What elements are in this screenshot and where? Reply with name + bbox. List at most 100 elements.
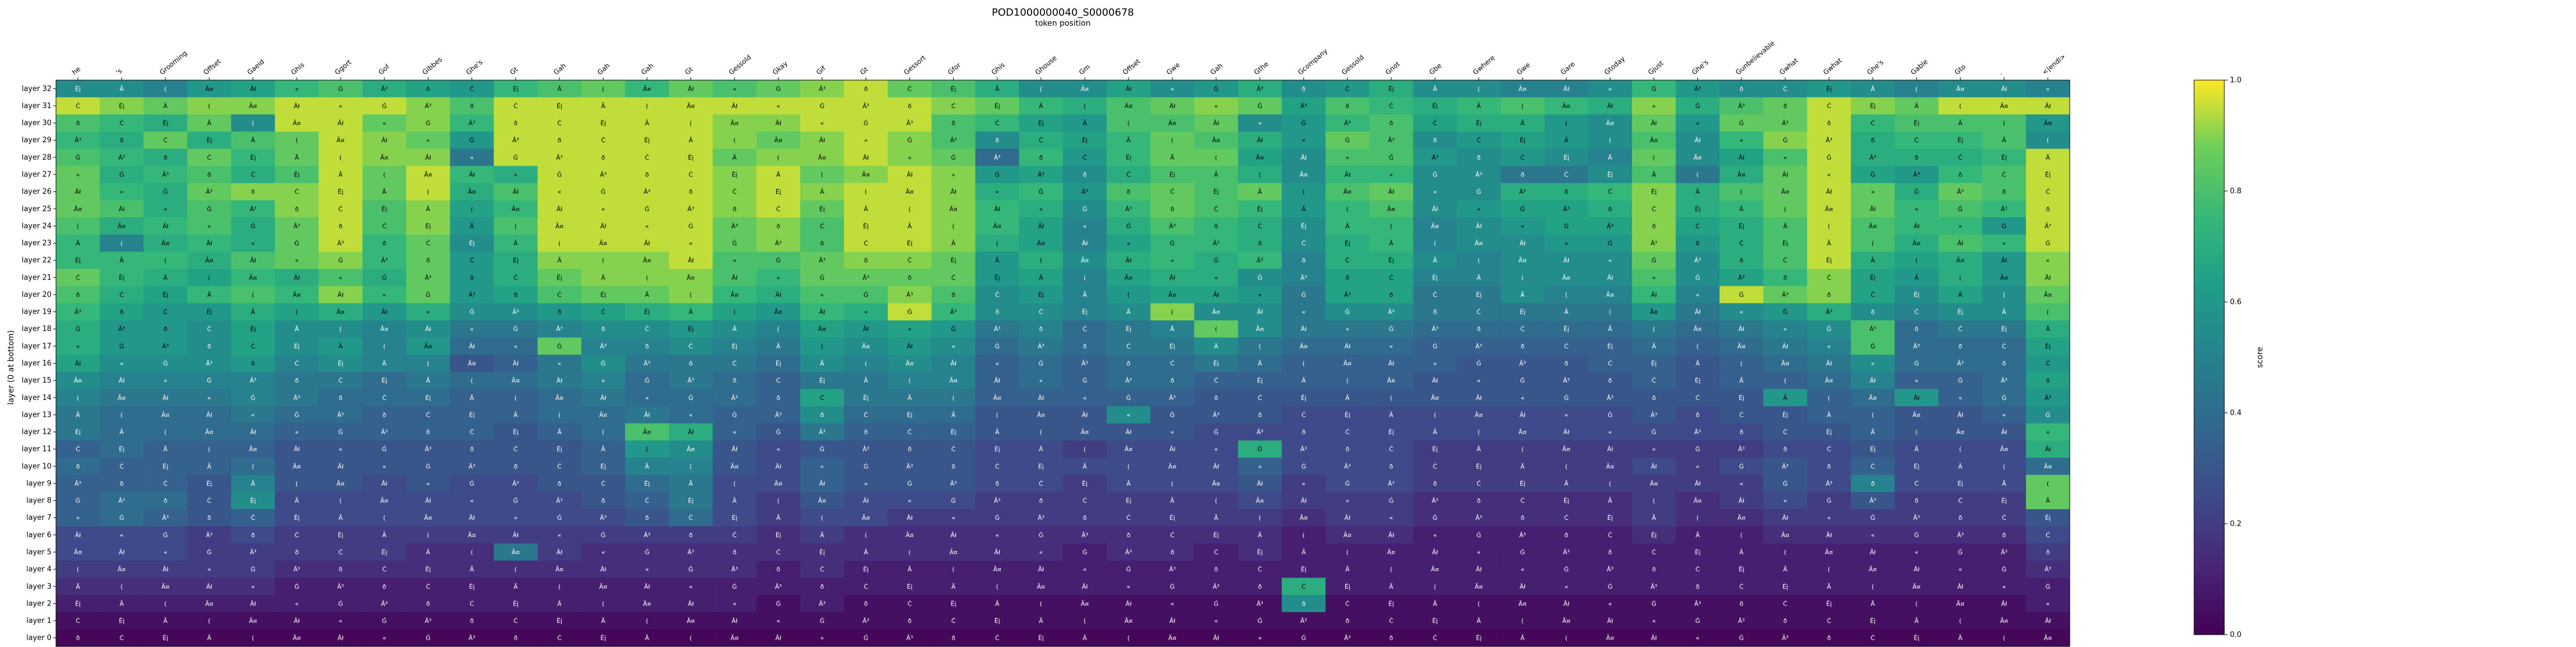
heatmap-cell bbox=[2026, 97, 2070, 115]
cell-label: Ġ bbox=[1695, 446, 1700, 453]
cell-label: Ëį bbox=[1826, 257, 1832, 264]
cell-label: Ã¤ bbox=[2000, 617, 2008, 625]
heatmap-cell bbox=[56, 80, 100, 98]
cell-label: Ã bbox=[1258, 360, 1262, 367]
heatmap-cell bbox=[1807, 560, 1851, 578]
heatmap-cell bbox=[1107, 560, 1151, 578]
heatmap-cell bbox=[931, 337, 976, 355]
cell-label: Ã bbox=[76, 583, 80, 590]
heatmap-cell bbox=[1807, 629, 1851, 647]
cell-label: ( bbox=[1915, 85, 1917, 92]
cell-label: ( bbox=[689, 635, 692, 642]
heatmap-cell bbox=[143, 389, 188, 407]
heatmap-cell bbox=[756, 183, 801, 201]
heatmap-cell bbox=[844, 526, 888, 544]
cell-label: Â³ bbox=[293, 222, 300, 230]
heatmap-cell bbox=[100, 252, 144, 269]
x-tick-label: Gt bbox=[508, 65, 520, 76]
cell-label: ( bbox=[1609, 137, 1611, 144]
heatmap-cell bbox=[1369, 234, 1413, 252]
cell-label: Ëį bbox=[1345, 583, 1350, 590]
cell-label: Âł bbox=[119, 377, 125, 384]
heatmap-cell bbox=[888, 303, 932, 321]
heatmap-cell bbox=[1632, 183, 1676, 201]
cell-label: Â³ bbox=[600, 343, 606, 350]
cell-label: Ëį bbox=[995, 617, 1000, 625]
heatmap-cell bbox=[2026, 578, 2070, 595]
cell-label: Â³ bbox=[1432, 325, 1439, 333]
cell-label: Ġ bbox=[1301, 120, 1306, 127]
cell-label: Ã bbox=[1564, 480, 1569, 487]
heatmap-cell bbox=[756, 423, 801, 441]
heatmap-cell bbox=[931, 114, 976, 132]
x-tick-label: Gwe bbox=[1515, 61, 1532, 77]
cell-label: Â³ bbox=[1695, 257, 1701, 264]
cell-label: Âł bbox=[994, 549, 1001, 556]
heatmap-cell bbox=[143, 286, 188, 304]
cell-label: ( bbox=[1653, 154, 1655, 161]
cell-label: Â³ bbox=[600, 514, 606, 522]
heatmap-cell bbox=[1281, 474, 1326, 492]
cell-label: ð bbox=[1827, 291, 1831, 299]
heatmap-cell bbox=[844, 337, 888, 355]
heatmap-cell bbox=[187, 612, 232, 630]
cell-label: Ġ bbox=[601, 188, 606, 196]
heatmap-cell bbox=[1457, 371, 1501, 389]
heatmap-cell bbox=[1150, 80, 1195, 98]
heatmap-cell bbox=[1982, 612, 2027, 630]
cell-label: Ëį bbox=[1564, 325, 1569, 333]
heatmap-cell bbox=[1500, 234, 1545, 252]
heatmap-cell bbox=[537, 114, 582, 132]
cell-label: Ëį bbox=[951, 429, 956, 436]
heatmap-cell bbox=[56, 269, 100, 287]
cell-label: Ċ bbox=[295, 360, 299, 367]
heatmap-cell bbox=[1281, 629, 1326, 647]
heatmap-cell bbox=[231, 474, 276, 492]
cell-label: Ëį bbox=[1476, 291, 1482, 299]
cell-label: Ã bbox=[1783, 566, 1788, 573]
x-tick-label: Gah bbox=[552, 62, 568, 76]
cell-label: Âł bbox=[644, 411, 651, 418]
cell-label: ( bbox=[1828, 566, 1830, 573]
heatmap-cell bbox=[1238, 612, 1282, 630]
cell-label: ð bbox=[514, 291, 517, 299]
cell-label: Ċ bbox=[426, 240, 431, 247]
cell-label: Ġ bbox=[557, 514, 562, 522]
cell-label: Â³ bbox=[1957, 188, 1964, 196]
heatmap-cell bbox=[1894, 217, 1939, 235]
heatmap-cell bbox=[187, 406, 232, 424]
cell-label: ð bbox=[295, 377, 299, 384]
heatmap-cell bbox=[1676, 440, 1720, 458]
heatmap-cell bbox=[1851, 252, 1895, 269]
heatmap-cell bbox=[274, 97, 319, 115]
heatmap-cell bbox=[1150, 183, 1195, 201]
cell-label: ð bbox=[1477, 497, 1481, 505]
heatmap-cell bbox=[1894, 97, 1939, 115]
cell-label: Â³ bbox=[250, 549, 256, 556]
heatmap-cell bbox=[1676, 252, 1720, 269]
heatmap-cell bbox=[669, 303, 713, 321]
heatmap-cell bbox=[975, 200, 1020, 218]
heatmap-cell bbox=[1632, 629, 1676, 647]
cell-label: Â³ bbox=[1344, 635, 1351, 642]
heatmap-cell bbox=[1676, 286, 1720, 304]
cell-label: Ëį bbox=[119, 103, 124, 110]
heatmap-cell bbox=[274, 252, 319, 269]
cell-label: Ã bbox=[207, 635, 212, 642]
cell-label: Ëį bbox=[600, 291, 606, 299]
cell-label: Âł bbox=[1038, 566, 1045, 573]
cell-label: « bbox=[164, 377, 167, 384]
heatmap-cell bbox=[231, 355, 276, 373]
cell-label: « bbox=[2002, 240, 2006, 247]
cell-label: ( bbox=[1740, 188, 1743, 196]
cell-label: Ċ bbox=[1433, 463, 1438, 470]
heatmap-cell bbox=[1019, 423, 1063, 441]
heatmap-cell bbox=[2026, 423, 2070, 441]
cell-label: Ã bbox=[1870, 429, 1875, 436]
cell-label: ð bbox=[514, 120, 517, 127]
cell-label: Ã bbox=[164, 274, 168, 281]
cell-label: Ã¤ bbox=[1519, 257, 1527, 264]
heatmap-cell bbox=[1194, 595, 1239, 613]
heatmap-cell bbox=[231, 543, 276, 561]
cell-label: Ã¤ bbox=[1562, 103, 1571, 110]
